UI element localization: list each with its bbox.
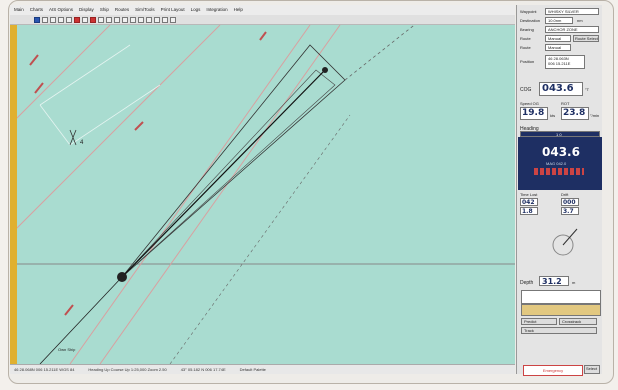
measure-icon[interactable] bbox=[66, 16, 72, 23]
own-ship-marker bbox=[117, 272, 127, 282]
predict-button[interactable]: Predict bbox=[524, 319, 537, 324]
zoom-in-icon[interactable] bbox=[34, 16, 40, 23]
rudder-gauge-icon bbox=[552, 228, 578, 256]
drift-label: Drift bbox=[561, 192, 569, 197]
menu-item-integration[interactable]: Integration bbox=[206, 7, 228, 12]
heading-box: 1 0 bbox=[556, 132, 562, 137]
rot-unit: °/min bbox=[590, 113, 600, 118]
speed-unit: kts bbox=[550, 113, 556, 118]
depth-value: 31.2 bbox=[542, 277, 562, 286]
bearing-value: ANCHOR ZONE bbox=[548, 27, 578, 32]
mark-icon[interactable] bbox=[90, 16, 96, 23]
zone-edge-line bbox=[10, 25, 111, 126]
center-icon[interactable] bbox=[58, 16, 64, 23]
zone-edge-line bbox=[69, 25, 311, 364]
heading-tape bbox=[534, 168, 584, 175]
crosstrack-button[interactable]: Crosstrack bbox=[562, 319, 582, 324]
menu-item-logs[interactable]: Logs bbox=[190, 7, 201, 12]
route-select-button[interactable]: Route Select bbox=[575, 36, 598, 41]
route2-value: Manual bbox=[548, 45, 562, 50]
track-line bbox=[39, 276, 123, 364]
cog-label: COG bbox=[520, 87, 532, 93]
layers-icon[interactable] bbox=[114, 16, 120, 23]
print-icon[interactable] bbox=[122, 16, 128, 23]
depth-unit: m bbox=[572, 280, 576, 285]
heading-sub: MAG 042.0 bbox=[546, 161, 567, 166]
chart-map[interactable]: 4 Own Ship bbox=[10, 25, 515, 364]
time-lost-label: Time Lost bbox=[520, 192, 538, 197]
settings-icon[interactable] bbox=[170, 16, 176, 23]
safety-zone-outline bbox=[121, 44, 346, 278]
menu-bar: Main Charts AIS Options Display Ship Rou… bbox=[10, 5, 515, 15]
north-up-icon[interactable] bbox=[130, 16, 136, 23]
heading-display: 043.6 MAG 042.0 bbox=[518, 137, 602, 190]
heading-label: Heading bbox=[520, 126, 539, 132]
depth-label: Depth bbox=[520, 280, 534, 286]
route-value[interactable]: Manual bbox=[548, 36, 562, 41]
head-up-icon[interactable] bbox=[146, 16, 152, 23]
target-icon[interactable] bbox=[154, 16, 160, 23]
menu-item-display[interactable]: Display bbox=[79, 7, 94, 12]
route-icon[interactable] bbox=[74, 16, 80, 23]
rot-label: ROT bbox=[561, 101, 570, 106]
menu-item-main[interactable]: Main bbox=[14, 7, 24, 12]
destination-value[interactable]: 10.0nm bbox=[548, 18, 562, 23]
emergency-button[interactable]: Emergency bbox=[523, 365, 583, 376]
menu-item-routes[interactable]: Routes bbox=[114, 7, 130, 12]
menu-item-print[interactable]: Print Layout bbox=[160, 7, 185, 12]
zone-edge-line bbox=[10, 25, 221, 236]
destination-unit: nm bbox=[577, 18, 583, 23]
position-lat: 46 28.063N bbox=[548, 56, 569, 61]
alarm-icon[interactable] bbox=[162, 16, 168, 23]
course-vector bbox=[121, 69, 326, 278]
zone-edge-line bbox=[99, 25, 341, 364]
drift-value: 000 bbox=[563, 199, 576, 206]
position-lon: 006 15.211E bbox=[548, 61, 571, 66]
speed-label: Speed OG bbox=[520, 101, 539, 106]
select-button[interactable]: Select bbox=[586, 366, 598, 371]
status-position: 46 28.068N 006 15.211E WGS 84 bbox=[14, 367, 75, 372]
pan-icon[interactable] bbox=[50, 16, 56, 23]
grid-icon[interactable] bbox=[106, 16, 112, 23]
speed-value: 19.8 bbox=[522, 108, 545, 118]
status-orientation: Heading Up Course Up 1:25,000 Zoom 2.50 bbox=[88, 367, 167, 372]
waypoint-cross bbox=[69, 129, 77, 146]
waypoint-icon[interactable] bbox=[82, 16, 88, 23]
menu-item-help[interactable]: Help bbox=[233, 7, 243, 12]
toolbar bbox=[10, 15, 515, 25]
ruler-icon[interactable] bbox=[98, 16, 104, 23]
zoom-out-icon[interactable] bbox=[42, 16, 48, 23]
menu-item-ship[interactable]: Ship bbox=[99, 7, 109, 12]
edge-indicator-bar bbox=[10, 25, 17, 364]
status-palette: Default Palette bbox=[239, 367, 266, 372]
own-ship-label: Own Ship bbox=[58, 347, 76, 352]
cog-value: 043.6 bbox=[542, 83, 574, 94]
menu-item-sim-tools[interactable]: Sim/Tools bbox=[135, 7, 155, 12]
status-bar: 46 28.068N 006 15.211E WGS 84 Heading Up… bbox=[10, 364, 515, 374]
time-lost-value: 042 bbox=[522, 199, 535, 206]
route2-label: Route bbox=[520, 45, 531, 50]
destination-label: Destination bbox=[520, 18, 541, 23]
position-label: Position bbox=[520, 59, 535, 64]
time-lost-value2: 1.8 bbox=[522, 208, 533, 215]
drift-value2: 3.7 bbox=[563, 208, 574, 215]
depth-graph bbox=[521, 290, 601, 304]
cog-unit: °T bbox=[585, 87, 590, 92]
rot-value: 23.8 bbox=[563, 108, 586, 118]
waypoint-marker bbox=[322, 67, 328, 73]
depth-scale-bar bbox=[521, 304, 601, 316]
route-label: Route bbox=[520, 36, 531, 41]
waypoint-header-value: WHISKY SILVER bbox=[548, 9, 579, 14]
bearing-label: Bearing bbox=[520, 27, 534, 32]
track-button[interactable]: Track bbox=[524, 328, 534, 333]
waypoint-label: 4 bbox=[80, 140, 84, 146]
status-cursor: 43° 05.182 N 006 17.74E bbox=[180, 367, 226, 372]
course-up-icon[interactable] bbox=[138, 16, 144, 23]
heading-value: 043.6 bbox=[542, 145, 580, 159]
nav-data-panel: Waypoint WHISKY SILVER Destination 10.0n… bbox=[516, 5, 602, 376]
menu-item-charts[interactable]: Charts bbox=[29, 7, 44, 12]
menu-item-ais[interactable]: AIS Options bbox=[49, 7, 74, 12]
waypoint-header-label: Waypoint bbox=[520, 9, 537, 14]
